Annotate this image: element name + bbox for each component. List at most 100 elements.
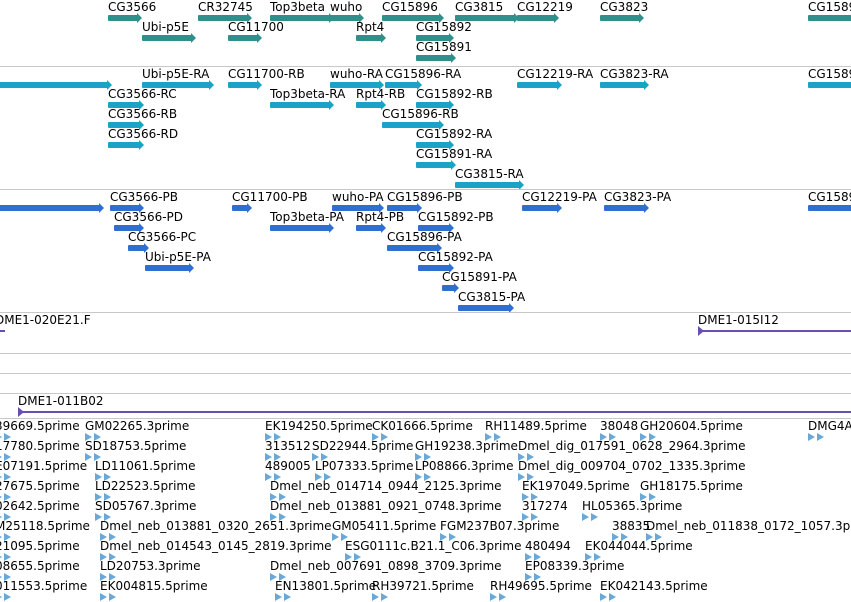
est-feature[interactable]: 38048 xyxy=(600,419,638,441)
protein-feature[interactable]: CG15892-PB xyxy=(418,210,494,233)
est-feature[interactable]: LP07333.5prime xyxy=(315,459,414,481)
est-feature[interactable]: LD11061.5prime xyxy=(95,459,196,481)
est-feature[interactable]: DMG4A xyxy=(808,419,851,441)
est-feature[interactable]: SD05767.3prime xyxy=(95,499,196,521)
mrna-feature[interactable]: CG15891-RA xyxy=(416,147,492,170)
est-feature[interactable]: Dmel_dig_017591_0628_2964.3prime xyxy=(518,439,746,461)
gene-feature[interactable]: CG11700 xyxy=(228,20,284,43)
est-feature[interactable]: HL05365.3prime xyxy=(582,499,682,521)
est-feature[interactable]: RH49695.5prime xyxy=(490,579,592,601)
est-feature[interactable]: RH39721.5prime xyxy=(372,579,474,601)
protein-feature[interactable]: Rpt4-PB xyxy=(356,210,404,233)
est-feature[interactable]: 27675.5prime xyxy=(0,479,80,501)
est-feature[interactable]: 313512 xyxy=(265,439,311,461)
est-feature[interactable]: GM02265.3prime xyxy=(85,419,189,441)
est-feature[interactable]: EK194250.5prime xyxy=(265,419,373,441)
mrna-feature[interactable]: CG12219-RA xyxy=(517,67,593,90)
est-feature[interactable]: GH18175.5prime xyxy=(640,479,743,501)
mrna-feature[interactable]: Top3beta-RA xyxy=(270,87,345,110)
protein-feature[interactable]: CG3815-PA xyxy=(458,290,525,312)
est-feature[interactable]: EN13801.5prime xyxy=(275,579,376,601)
est-feature[interactable]: Dmel_neb_013881_0921_0748.3prime xyxy=(270,499,502,521)
clone1-feature[interactable]: DME1-015I12 xyxy=(698,313,851,336)
mrna-feature[interactable]: CG1589 xyxy=(808,67,851,88)
mrna-feature[interactable]: CG11700-RB xyxy=(228,67,305,90)
protein-feature[interactable]: CG3566-PB xyxy=(110,190,178,213)
est-feature[interactable]: LD20753.3prime xyxy=(100,559,201,581)
est-feature[interactable]: ESG0111c.B21.1_C06.3prime xyxy=(345,539,521,561)
est-feature[interactable]: EK042143.5prime xyxy=(600,579,708,601)
est-feature[interactable]: EP08339.3prime xyxy=(525,559,624,581)
gene-feature[interactable]: CG3566 xyxy=(108,0,156,23)
mrna-feature[interactable]: wuho-RA xyxy=(330,67,384,90)
clone2-feature[interactable]: DME1-011B02 xyxy=(18,394,851,417)
protein-feature[interactable]: CG15896-PA xyxy=(387,230,462,253)
est-feature[interactable]: 39669.5prime xyxy=(0,419,80,441)
est-feature[interactable]: EK197049.5prime xyxy=(522,479,630,501)
protein-feature[interactable]: CG11700-PB xyxy=(232,190,308,213)
mrna-feature[interactable]: CG3815-RA xyxy=(455,167,524,189)
mrna-feature[interactable]: Rpt4-RB xyxy=(356,87,405,110)
est-feature[interactable]: Dmel_dig_009704_0702_1335.3prime xyxy=(518,459,746,481)
mrna-feature[interactable]: CG3823-RA xyxy=(600,67,669,90)
gene-feature[interactable]: CG3815 xyxy=(455,0,519,23)
est-feature[interactable]: E07191.5prime xyxy=(0,459,87,481)
est-feature[interactable]: M25118.5prime xyxy=(0,519,90,541)
est-feature[interactable]: 21095.5prime xyxy=(0,539,80,561)
est-feature[interactable]: 489005 xyxy=(265,459,311,481)
est-feature[interactable]: EK004815.5prime xyxy=(100,579,208,601)
est-feature[interactable]: 38835 xyxy=(612,519,650,541)
protein-feature[interactable]: CG12219-PA xyxy=(522,190,597,213)
protein-feature[interactable]: Ubi-p5E-PA xyxy=(145,250,211,273)
protein-feature[interactable]: Top3beta-PA xyxy=(270,210,344,233)
mrna-feature[interactable]: CG15892-RA xyxy=(416,127,492,150)
est-feature[interactable]: GM05411.5prime xyxy=(332,519,436,541)
protein-feature[interactable]: CG3823-PA xyxy=(604,190,671,213)
protein-feature[interactable]: CG15892-PA xyxy=(418,250,493,273)
est-feature[interactable]: 317274 xyxy=(522,499,568,521)
gene-feature[interactable]: CG12219 xyxy=(517,0,573,23)
est-feature[interactable]: 480494 xyxy=(525,539,571,561)
gene-feature[interactable]: CG15891 xyxy=(416,40,472,63)
gene-feature[interactable]: Top3beta xyxy=(270,0,334,23)
est-feature[interactable]: LD22523.5prime xyxy=(95,479,196,501)
est-feature[interactable]: LP08866.3prime xyxy=(415,459,514,481)
mrna-feature[interactable]: CG15896-RA xyxy=(385,67,461,90)
gene-feature[interactable]: wuho xyxy=(330,0,364,23)
est-feature[interactable]: RH11489.5prime xyxy=(485,419,587,441)
mrna-feature[interactable]: CG3566-RC xyxy=(108,87,177,110)
protein-feature[interactable]: CG15896-PB xyxy=(387,190,463,213)
mrna-feature[interactable]: CG3566-RD xyxy=(108,127,178,150)
est-feature[interactable]: Dmel_neb_013881_0320_2651.3prime xyxy=(100,519,332,541)
protein-feature[interactable]: CG3566-PD xyxy=(114,210,183,233)
gene-feature[interactable]: CG3823 xyxy=(600,0,648,23)
est-feature[interactable]: Dmel_neb_011838_0172_1057.3pr xyxy=(646,519,851,541)
est-feature[interactable]: Dmel_neb_007691_0898_3709.3prime xyxy=(270,559,502,581)
est-feature[interactable]: SD22944.5prime xyxy=(312,439,413,461)
protein-feature[interactable]: wuho-PA xyxy=(332,190,384,213)
mrna-feature[interactable]: t6-RA xyxy=(0,67,112,90)
est-feature[interactable]: SD18753.5prime xyxy=(85,439,186,461)
est-feature[interactable]: FGM237B07.3prime xyxy=(440,519,559,541)
mrna-feature[interactable]: Ubi-p5E-RA xyxy=(142,67,214,90)
est-feature[interactable]: Dmel_neb_014543_0145_2819.3prime xyxy=(100,539,332,561)
est-feature[interactable]: Dmel_neb_014714_0944_2125.3prime xyxy=(270,479,502,501)
gene-feature[interactable]: CG1589 xyxy=(808,0,851,21)
mrna-feature[interactable]: CG15892-RB xyxy=(416,87,493,110)
est-feature[interactable]: GH19238.3prime xyxy=(415,439,518,461)
protein-feature[interactable]: CG1589 xyxy=(808,190,851,211)
est-feature[interactable]: CK01666.5prime xyxy=(372,419,473,441)
gene-feature[interactable]: CG15892 xyxy=(416,20,472,43)
est-feature[interactable]: 011553.5prime xyxy=(0,579,87,601)
est-feature[interactable]: 02642.5prime xyxy=(0,499,80,521)
gene-feature[interactable]: Rpt4 xyxy=(356,20,386,43)
est-feature[interactable]: GH20604.5prime xyxy=(640,419,743,441)
protein-feature[interactable]: t6-PA xyxy=(0,190,104,213)
protein-feature[interactable]: CG3566-PC xyxy=(128,230,196,253)
est-feature[interactable]: 17780.5prime xyxy=(0,439,80,461)
mrna-feature[interactable]: CG3566-RB xyxy=(108,107,177,130)
gene-feature[interactable]: CG15896 xyxy=(382,0,444,23)
gene-feature[interactable]: CR32745 xyxy=(198,0,253,23)
mrna-feature[interactable]: CG15896-RB xyxy=(382,107,459,130)
gene-feature[interactable]: Ubi-p5E xyxy=(142,20,196,43)
